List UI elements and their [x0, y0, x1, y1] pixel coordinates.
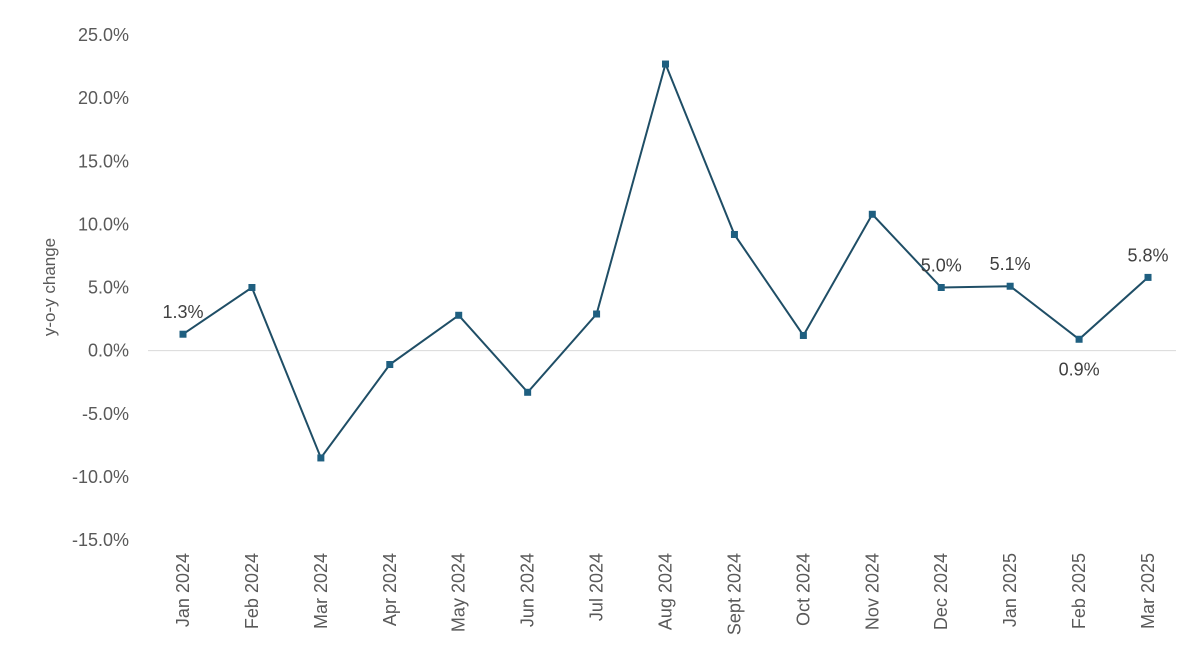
y-tick-label: -5.0%: [82, 404, 129, 424]
data-point-marker: [317, 454, 325, 462]
data-point-marker: [455, 311, 463, 319]
series-markers: [179, 60, 1152, 462]
data-point-marker: [179, 330, 187, 338]
y-tick-label: 20.0%: [78, 88, 129, 108]
data-point-marker: [593, 310, 601, 318]
x-tick-label: Dec 2024: [931, 553, 951, 630]
x-tick-label: Apr 2024: [380, 553, 400, 626]
data-point-marker: [1144, 273, 1152, 281]
data-point-marker: [662, 60, 670, 68]
data-point-marker: [799, 331, 807, 339]
x-tick-label: Sept 2024: [724, 553, 744, 635]
y-tick-label: 0.0%: [88, 341, 129, 361]
x-tick-label: Feb 2025: [1069, 553, 1089, 629]
data-labels: 1.3% 5.0% 5.1% 0.9% 5.8%: [162, 245, 1168, 379]
y-tick-labels: -15.0% -10.0% -5.0% 0.0% 5.0% 10.0% 15.0% 20.0%…: [72, 25, 129, 550]
y-tick-label: -15.0%: [72, 530, 129, 550]
x-tick-label: May 2024: [449, 553, 469, 632]
data-point-marker: [524, 388, 532, 396]
x-tick-label: Mar 2024: [311, 553, 331, 629]
data-label: 5.1%: [990, 254, 1031, 274]
data-point-marker: [868, 210, 876, 218]
x-tick-labels: Jan 2024 Feb 2024 Mar 2024 Apr 2024 May 2024…: [173, 553, 1158, 635]
data-point-marker: [730, 230, 738, 238]
y-tick-label: 25.0%: [78, 25, 129, 45]
data-label: 1.3%: [162, 302, 203, 322]
y-axis-title: y-o-y change: [40, 238, 59, 336]
data-point-marker: [937, 284, 945, 291]
y-tick-label: 15.0%: [78, 151, 129, 171]
data-point-marker: [1075, 335, 1083, 343]
x-tick-label: Jul 2024: [587, 553, 607, 621]
x-tick-label: Jan 2025: [1000, 553, 1020, 627]
x-tick-label: Aug 2024: [656, 553, 676, 630]
x-tick-label: Jan 2024: [173, 553, 193, 627]
x-tick-label: Oct 2024: [793, 553, 813, 626]
data-label: 0.9%: [1059, 359, 1100, 379]
data-point-marker: [248, 284, 256, 291]
x-tick-label: Jun 2024: [518, 553, 538, 627]
data-point-marker: [1006, 282, 1014, 290]
y-tick-label: 10.0%: [78, 214, 129, 234]
x-tick-label: Nov 2024: [862, 553, 882, 630]
y-tick-label: -10.0%: [72, 467, 129, 487]
data-label: 5.0%: [921, 256, 962, 276]
y-tick-label: 5.0%: [88, 278, 129, 298]
x-tick-label: Mar 2025: [1138, 553, 1158, 629]
data-point-marker: [386, 361, 394, 369]
x-tick-label: Feb 2024: [242, 553, 262, 629]
data-label: 5.8%: [1128, 245, 1169, 265]
